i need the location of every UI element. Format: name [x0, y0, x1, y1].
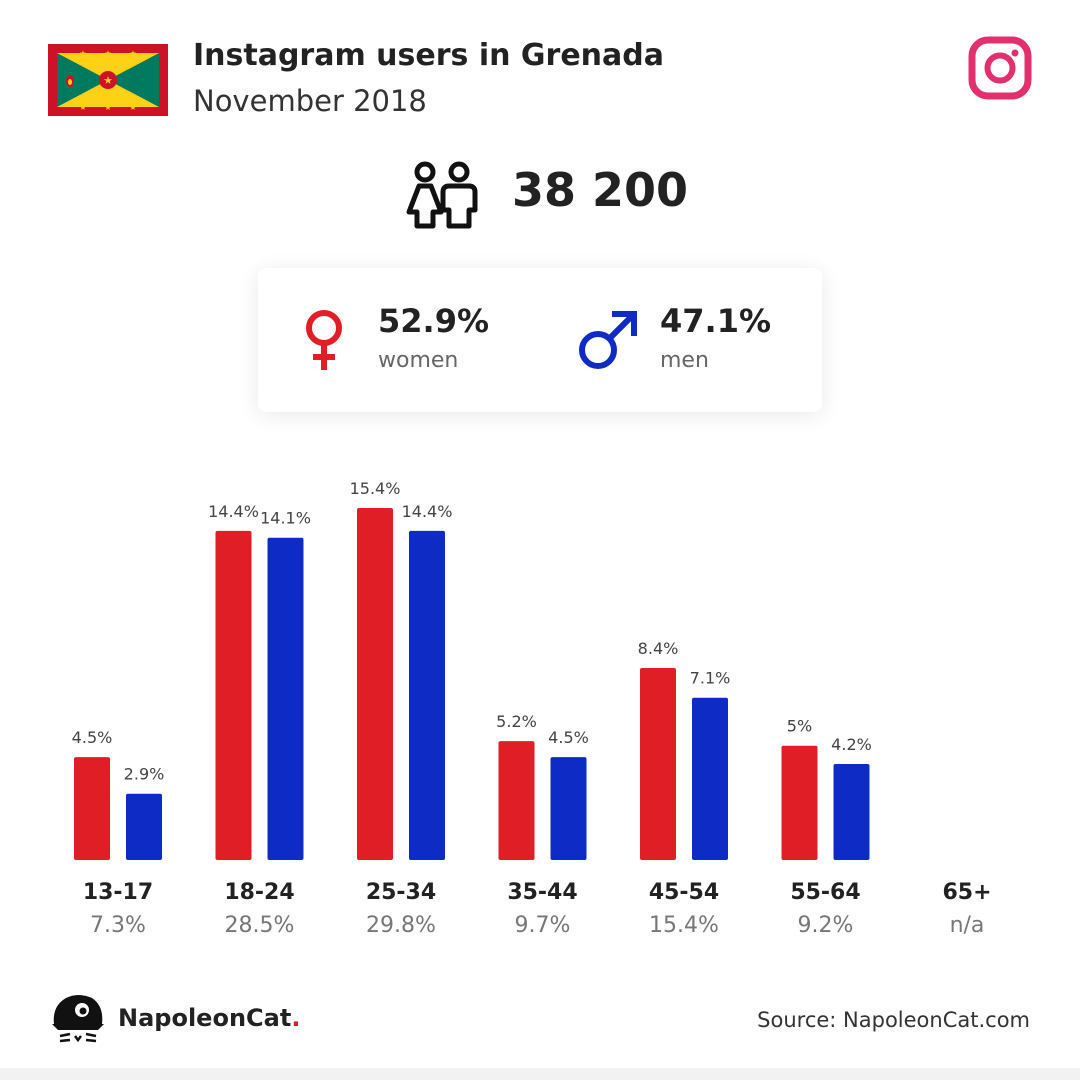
female-symbol-icon	[306, 310, 342, 370]
users-icon	[406, 161, 478, 229]
bottom-bar	[0, 1068, 1080, 1080]
svg-text:★: ★	[79, 103, 86, 112]
category-total-18-24: 28.5%	[225, 913, 295, 938]
data-label-men-55-64: 4.2%	[831, 735, 872, 754]
men-label: men	[660, 348, 709, 373]
napoleoncat-logo-icon	[52, 995, 104, 1043]
age-distribution-chart: 4.5%2.9%13-177.3%14.4% 14.1%18-2428.5%15.…	[72, 479, 992, 938]
bar-women-45-54	[640, 668, 676, 860]
category-label-65+: 65+	[942, 880, 991, 905]
svg-text:★: ★	[129, 49, 136, 58]
svg-text:★: ★	[104, 49, 111, 58]
data-label-men-18-24: 14.1%	[260, 509, 311, 528]
instagram-icon	[968, 36, 1032, 100]
data-label-men-13-17: 2.9%	[124, 765, 165, 784]
category-label-45-54: 45-54	[649, 880, 719, 905]
svg-text:★: ★	[129, 103, 136, 112]
men-percentage: 47.1%	[660, 302, 772, 340]
bar-women-13-17	[74, 757, 110, 860]
category-label-13-17: 13-17	[83, 880, 153, 905]
category-total-65+: n/a	[950, 913, 985, 938]
bar-women-25-34	[357, 508, 393, 860]
bar-men-55-64	[833, 764, 870, 860]
category-label-18-24: 18-24	[224, 880, 294, 905]
page-subtitle: November 2018	[193, 84, 427, 118]
category-label-55-64: 55-64	[790, 880, 860, 905]
category-total-25-34: 29.8%	[366, 913, 436, 938]
male-symbol-icon	[579, 311, 637, 369]
bar-men-18-24	[267, 537, 304, 860]
data-label-women-35-44: 5.2%	[496, 712, 537, 731]
bar-men-25-34	[409, 530, 445, 860]
data-label-men-35-44: 4.5%	[548, 728, 589, 747]
source-credit: Source: NapoleonCat.com	[757, 1008, 1030, 1032]
category-total-45-54: 15.4%	[649, 913, 719, 938]
bar-women-55-64	[781, 745, 818, 860]
svg-text:★: ★	[103, 74, 113, 87]
total-users-count: 38 200	[512, 163, 689, 217]
bar-men-45-54	[692, 697, 728, 860]
brand-name: NapoleonCat.	[118, 1004, 300, 1032]
category-label-25-34: 25-34	[366, 880, 436, 905]
category-total-13-17: 7.3%	[90, 913, 146, 938]
gender-split-card: 52.9% women 47.1% men	[258, 268, 822, 412]
bar-men-35-44	[550, 757, 587, 860]
category-label-35-44: 35-44	[507, 880, 577, 905]
data-label-men-25-34: 14.4%	[402, 502, 453, 521]
women-percentage: 52.9%	[378, 302, 490, 340]
women-label: women	[378, 348, 459, 373]
data-label-women-25-34: 15.4%	[350, 479, 401, 498]
grenada-flag-icon: ★ ★ ★ ★ ★ ★ ★	[48, 44, 168, 116]
data-label-women-45-54: 8.4%	[638, 639, 679, 658]
page-title: Instagram users in Grenada	[193, 38, 665, 73]
bar-women-18-24	[215, 530, 252, 860]
category-total-55-64: 9.2%	[798, 913, 854, 938]
data-label-women-13-17: 4.5%	[72, 728, 113, 747]
bar-women-35-44	[498, 741, 535, 860]
brand-dot: .	[291, 1004, 301, 1032]
brand-name-text: NapoleonCat	[118, 1004, 292, 1032]
data-label-men-45-54: 7.1%	[690, 669, 731, 688]
data-label-women-18-24: 14.4%	[208, 502, 259, 521]
svg-text:★: ★	[79, 49, 86, 58]
svg-text:★: ★	[104, 103, 111, 112]
data-label-women-55-64: 5%	[787, 717, 812, 736]
bar-men-13-17	[126, 793, 162, 860]
category-total-35-44: 9.7%	[515, 913, 571, 938]
